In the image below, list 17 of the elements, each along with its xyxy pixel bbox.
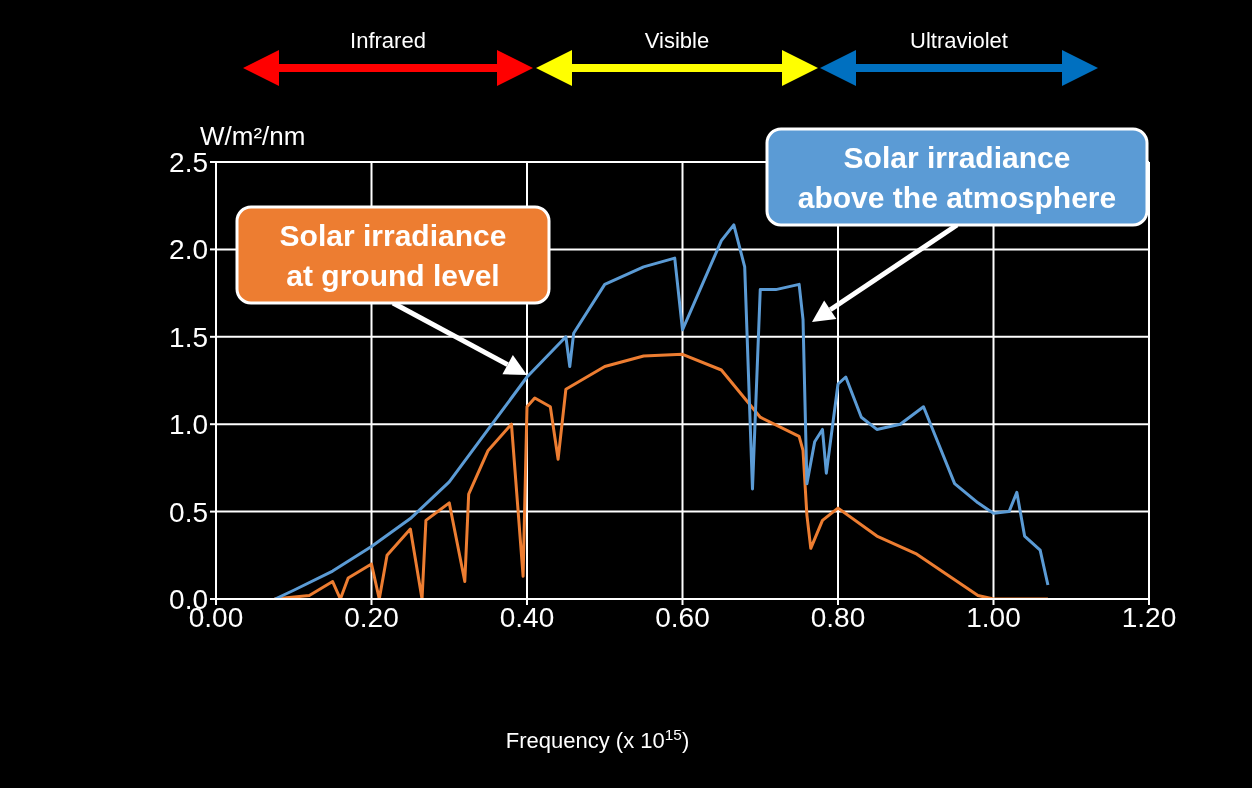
- text: Ultraviolet: [910, 28, 1008, 53]
- x-tick-label: 1.00: [966, 601, 1021, 633]
- x-tick-label: 0.80: [810, 601, 866, 633]
- x-tick-label: 1.20: [1121, 601, 1177, 633]
- text: Visible: [644, 28, 710, 53]
- y-tick-label: 1.5: [169, 321, 208, 353]
- y-tick-label: 1.0: [169, 409, 208, 441]
- text: Infrared: [350, 28, 426, 53]
- annotation: Solar irradiance above the atmosphere: [797, 141, 1117, 214]
- y-tick-label: 2.0: [169, 234, 208, 266]
- annotation: Solar irradiance at ground level: [279, 219, 507, 292]
- line-series: [273, 223, 1050, 599]
- y-tick-label: 0.5: [169, 496, 208, 528]
- x-tick-label: 0.40: [499, 601, 555, 633]
- x-axis-title: Frequency (x 10$^{15}$): [505, 725, 690, 753]
- x-tick-label: 0.60: [655, 601, 710, 633]
- x-tick-label: 0.20: [344, 601, 399, 633]
